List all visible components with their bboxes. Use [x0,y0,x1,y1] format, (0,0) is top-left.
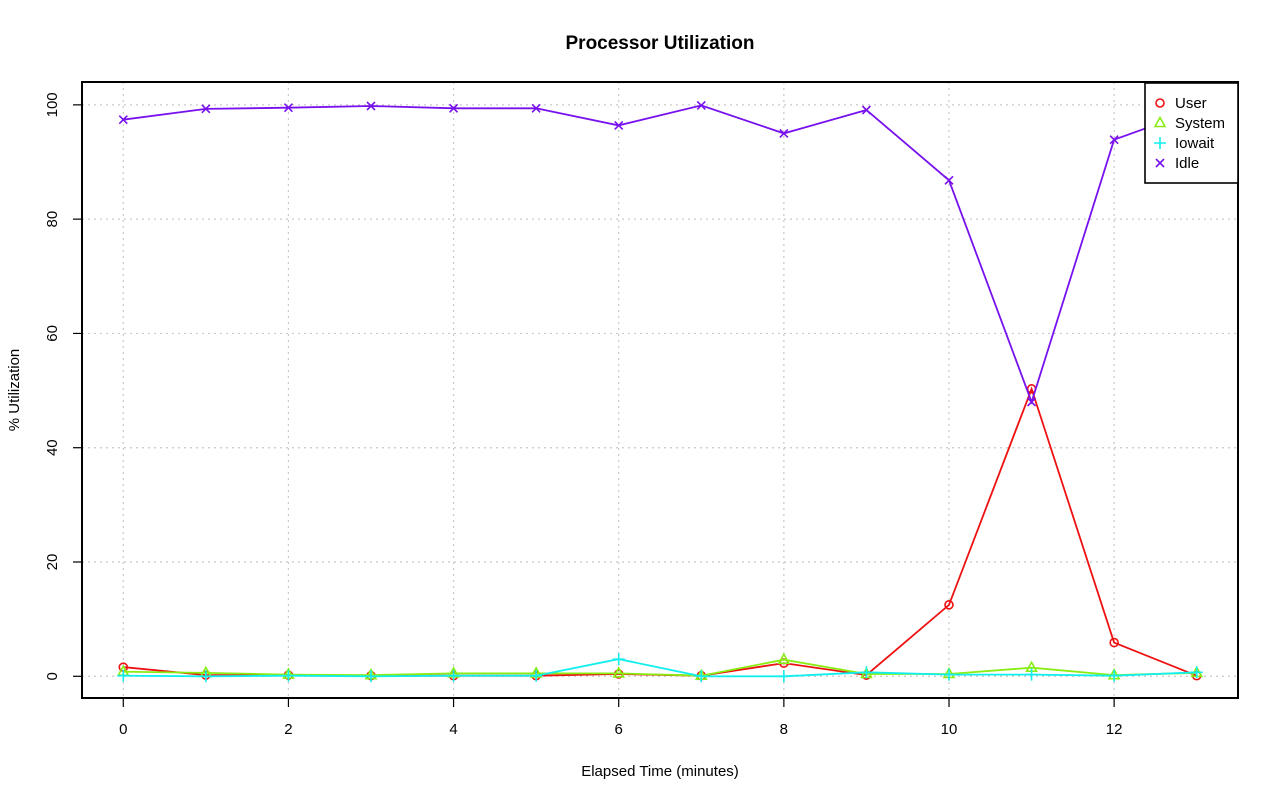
series-layer [116,100,1204,683]
data-point [117,669,130,682]
data-point [1155,158,1165,168]
x-tick-label: 10 [941,721,958,738]
data-point [118,115,128,125]
series-line [123,658,1197,677]
y-tick-label: 40 [44,439,61,456]
y-tick-label: 60 [44,325,61,342]
data-point [530,669,543,682]
series-line [123,104,1198,405]
x-tick-label: 6 [615,721,623,738]
data-point [779,128,789,138]
data-point [777,652,791,665]
data-point [1109,637,1119,648]
data-point [612,653,625,666]
data-point [283,103,293,113]
data-point [1025,668,1038,681]
series-line [123,658,1197,678]
x-tick-label: 4 [449,721,457,738]
data-point [447,669,460,682]
data-point [365,670,377,683]
legend-label-system: System [1175,115,1225,132]
data-point [1109,135,1119,145]
data-point [1108,669,1121,682]
chart-title: Processor Utilization [566,33,755,54]
data-point [199,670,212,683]
y-tick-label: 0 [44,672,61,680]
data-point [449,103,459,113]
data-point [1190,666,1203,679]
data-point [944,600,954,610]
x-tick-label: 8 [780,721,788,738]
plot-frame [81,81,1239,699]
y-tick-label: 100 [44,92,61,117]
data-point [1155,98,1165,108]
series-iowait [117,653,1203,683]
x-tick-label: 0 [119,721,127,738]
x-tick-label: 12 [1106,721,1123,738]
data-point [1154,137,1166,149]
grid-layer [82,82,1238,698]
data-point [696,100,706,110]
y-axis-title: % Utilization [6,349,23,432]
data-point [777,670,790,683]
data-point [944,175,954,185]
data-point [1027,397,1037,407]
legend-label-idle: Idle [1175,155,1199,172]
data-point [861,105,871,115]
y-tick-label: 20 [44,554,61,571]
data-point [695,670,708,683]
legend-label-user: User [1175,95,1207,112]
y-tick-label: 80 [44,211,61,228]
data-point [943,668,955,681]
x-axis-title: Elapsed Time (minutes) [581,763,739,780]
data-point [614,120,624,130]
legend: User System Iowait Idle [1144,82,1239,184]
series-line [123,386,1198,677]
series-idle [118,100,1202,407]
series-user [118,384,1202,681]
data-point [612,666,626,678]
data-point [531,103,541,113]
data-point [282,669,295,682]
legend-label-iowait: Iowait [1175,135,1215,152]
data-point [1153,115,1167,128]
data-point [860,666,873,679]
x-tick-label: 2 [284,721,292,738]
data-point [201,104,211,114]
axis-layer: 0 2 4 6 8 10 12 0 20 40 60 80 100 [44,92,1122,738]
data-point [366,101,376,111]
